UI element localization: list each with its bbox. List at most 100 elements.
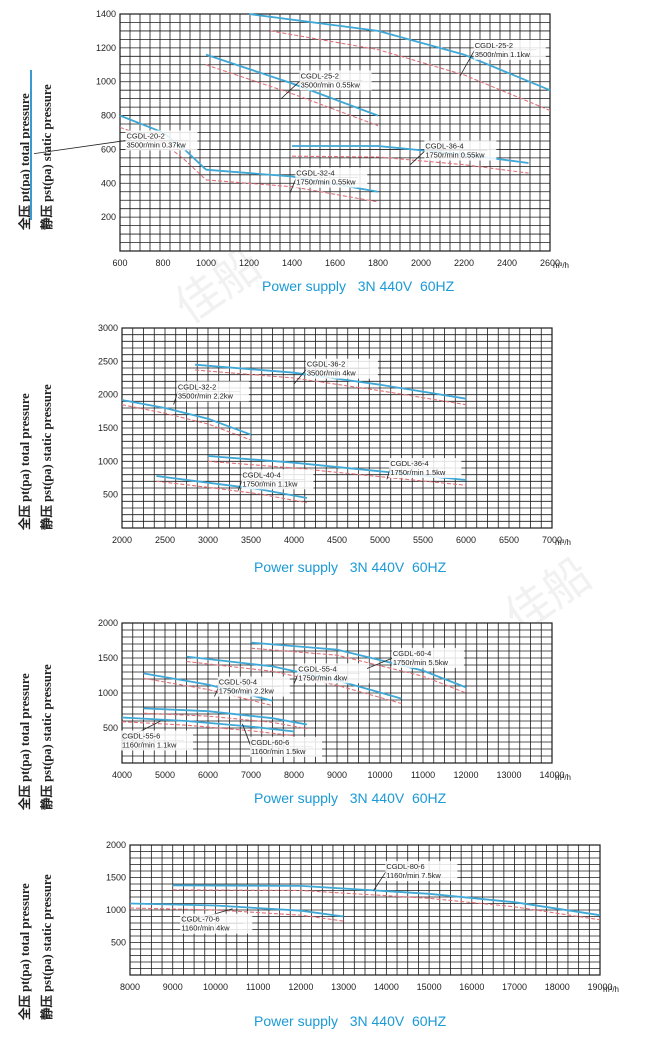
static-pressure-curve [121,404,252,441]
x-tick-label: 2000 [411,258,431,268]
static-pressure-curve [121,721,295,737]
x-tick-label: 11000 [411,770,435,780]
x-unit-label: m³/h [555,773,571,782]
motor-spec-label: 1750r/min 1.5kw [390,468,446,477]
static-pressure-curve [270,30,551,112]
total-pressure-curve [250,641,467,689]
x-tick-label: 1800 [368,258,388,268]
total-pressure-curve [121,716,295,733]
x-tick-label: 2000 [112,535,132,545]
motor-spec-label: 1160r/min 7.5kw [386,871,441,880]
static-pressure-curve [291,155,529,174]
motor-spec-label: 1750r/min 1.1kw [242,479,298,488]
x-tick-label: 14000 [374,982,399,992]
y-tick-label: 1000 [98,688,118,698]
pressure-axis-label: 全压 pt(pa) total pressure 静压 pst(pa) stat… [14,30,58,230]
y-tick-label: 400 [101,178,116,188]
model-label: CGDL-32-4 [296,169,334,178]
model-label: CGDL-40-4 [242,470,280,479]
total-pressure-curve [172,884,601,917]
y-tick-label: 2000 [106,840,126,850]
x-tick-label: 19000 [587,982,612,992]
x-tick-label: 18000 [545,982,570,992]
total-pressure-curve [143,707,308,726]
x-tick-label: 2600 [540,258,560,268]
model-label: CGDL-20-2 [126,131,164,140]
model-label: CGDL-70-6 [181,915,219,924]
x-tick-label: 13000 [331,982,356,992]
model-label: CGDL-36-2 [307,360,345,369]
y-tick-label: 600 [101,144,116,154]
y-tick-label: 500 [111,938,126,948]
x-tick-label: 6500 [499,535,519,545]
y-tick-label: 500 [103,490,118,500]
power-supply-label: Power supply 3N 440V 60HZ [262,278,455,294]
model-label: CGDL-60-4 [393,649,431,658]
chart-panel-3: 全压 pt(pa) total pressure 静压 pst(pa) stat… [0,610,650,820]
x-tick-label: 4500 [327,535,347,545]
x-tick-label: 5500 [413,535,433,545]
model-label: CGDL-55-6 [122,732,160,741]
y-tick-label: 1500 [98,653,118,663]
y-tick-label: 1500 [106,873,126,883]
motor-spec-label: 1750r/min 2.2kw [219,687,275,696]
total-pressure-curve [156,475,308,499]
x-tick-label: 9000 [163,982,183,992]
y-tick-label: 2000 [98,390,118,400]
static-pressure-curve [143,677,273,707]
model-label: CGDL-25-2 [475,41,513,50]
total-pressure-curve [195,363,467,400]
x-tick-label: 5000 [370,535,390,545]
x-tick-label: 9000 [327,770,347,780]
static-pressure-curve [207,460,467,486]
x-tick-label: 2400 [497,258,517,268]
y-tick-label: 1000 [106,905,126,915]
y-tick-label: 800 [101,111,116,121]
x-tick-label: 7000 [542,535,562,545]
motor-spec-label: 1160r/min 4kw [181,924,230,933]
x-tick-label: 15000 [417,982,442,992]
x-tick-label: 1000 [196,258,216,268]
x-unit-label: m³/h [553,261,569,270]
x-tick-label: 7000 [241,770,261,780]
performance-chart-1: 600 800 1000 1200 1400 1600 1800 2000 2200 2400 26… [33,9,569,270]
x-tick-label: 1200 [239,258,259,268]
motor-spec-label: 3500r/min 0.37kw [126,140,186,149]
grid [129,844,601,976]
y-tick-label: 2500 [98,356,118,366]
motor-spec-label: 3500r/min 2.2kw [178,391,234,400]
model-label: CGDL-55-4 [298,664,336,673]
total-pressure-curve [205,53,379,117]
motor-spec-label: 3500r/min 4kw [307,369,356,378]
x-tick-label: 14000 [539,770,564,780]
x-tick-label: 13000 [496,770,521,780]
performance-chart-2: 2000 2500 3000 3500 4000 4500 5000 5500 6000 6500… [98,323,571,547]
static-pressure-curve [143,712,307,730]
model-label: CGDL-80-6 [386,862,424,871]
x-tick-label: 10000 [367,770,392,780]
x-tick-label: 8000 [284,770,304,780]
motor-spec-label: 1160r/min 1.5kw [251,747,306,756]
y-tick-label: 2000 [98,618,118,628]
y-tick-label: 1000 [96,77,116,87]
static-pressure-curve [205,64,379,127]
x-tick-label: 6000 [456,535,476,545]
static-pressure-curve [195,369,467,406]
y-tick-label: 500 [103,723,118,733]
static-pressure-curve [250,647,467,694]
x-tick-label: 8000 [120,982,140,992]
x-tick-label: 3000 [198,535,218,545]
x-tick-label: 1600 [325,258,345,268]
